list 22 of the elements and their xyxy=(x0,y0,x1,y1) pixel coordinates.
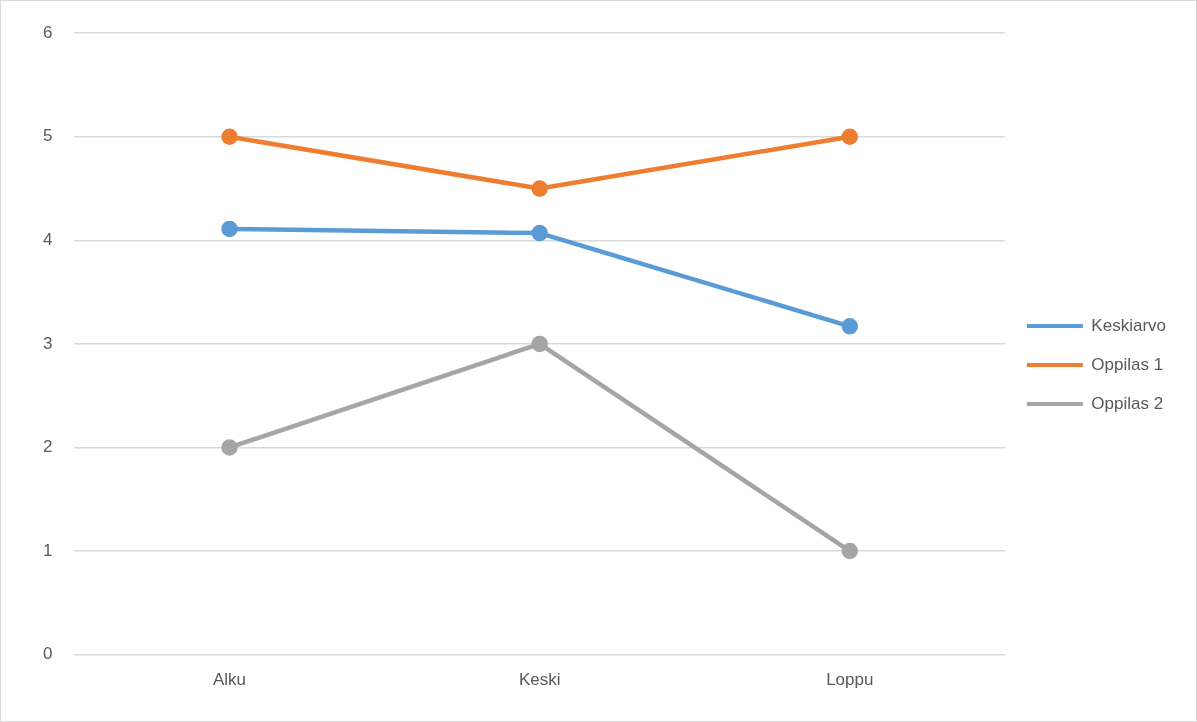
x-tick-label: Alku xyxy=(212,670,247,690)
y-tick-label: 0 xyxy=(42,644,53,664)
y-tick-label: 6 xyxy=(42,22,53,42)
point xyxy=(841,318,859,335)
point xyxy=(531,335,548,353)
point xyxy=(841,542,859,560)
point xyxy=(221,439,238,456)
point xyxy=(531,180,548,197)
y-tick-label: 3 xyxy=(42,333,53,353)
point xyxy=(531,224,548,242)
legend-label: Keskiarvo xyxy=(1091,315,1166,335)
point xyxy=(841,128,859,146)
x-tick-label: Keski xyxy=(518,670,561,690)
legend-label: Oppilas 2 xyxy=(1091,393,1164,413)
y-tick-label: 5 xyxy=(42,126,53,146)
legend-label: Oppilas 1 xyxy=(1091,354,1164,374)
y-tick-label: 2 xyxy=(42,437,53,457)
y-tick-label: 4 xyxy=(42,230,53,250)
x-tick-label: Loppu xyxy=(826,670,874,690)
point xyxy=(221,128,238,146)
y-tick-label: 1 xyxy=(42,540,53,560)
point xyxy=(221,220,238,238)
